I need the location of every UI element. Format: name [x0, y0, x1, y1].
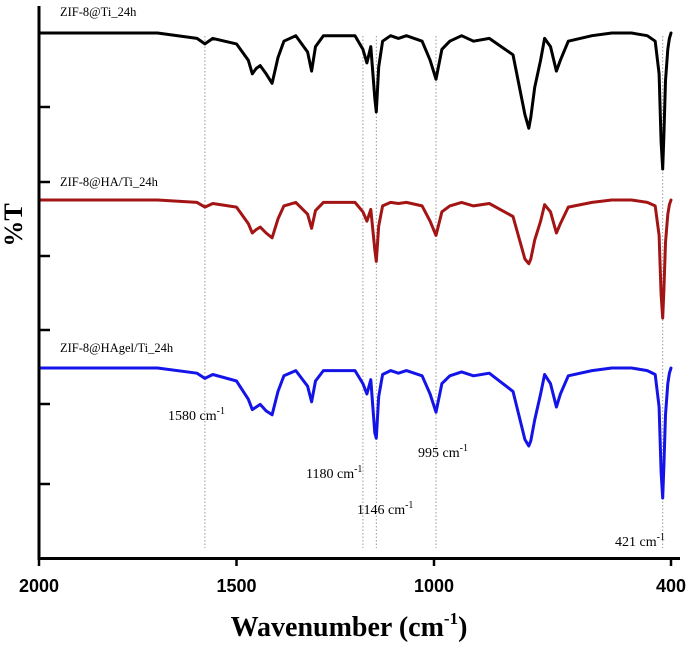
- peak-label-3: 995 cm-1: [418, 443, 468, 461]
- peak-label-0: 1580 cm-1: [168, 406, 225, 424]
- series-labels: ZIF-8@Ti_24h ZIF-8@HA/Ti_24h ZIF-8@HAgel/T…: [60, 5, 174, 355]
- peak-label-base-3: 995 cm: [418, 446, 460, 461]
- series-label-2: ZIF-8@HAgel/Ti_24h: [60, 341, 174, 355]
- peak-label-2: 1146 cm-1: [357, 500, 413, 518]
- x-ticks: 2000 1500 1000 400: [19, 558, 686, 596]
- x-axis-title: Wavenumber (cm-1): [231, 609, 468, 643]
- peak-label-sup-0: -1: [217, 406, 225, 417]
- spectra-series: [37, 31, 673, 500]
- peak-label-4: 421 cm-1: [615, 532, 665, 550]
- x-tick-label-1: 1500: [216, 576, 256, 596]
- series-label-1: ZIF-8@HA/Ti_24h: [60, 175, 159, 189]
- peak-label-base-2: 1146 cm: [357, 503, 405, 518]
- x-axis-title-base: Wavenumber (cm: [231, 612, 444, 643]
- peak-label-1: 1180 cm-1: [306, 464, 362, 482]
- x-axis-title-sup: -1: [444, 609, 458, 628]
- y-ticks: [39, 31, 50, 486]
- peak-label-sup-3: -1: [460, 443, 468, 454]
- peak-label-base-1: 1180 cm: [306, 467, 354, 482]
- y-axis-title: %T: [0, 203, 28, 246]
- series-line-2: [37, 366, 673, 500]
- series-label-0: ZIF-8@Ti_24h: [60, 5, 137, 19]
- peak-label-sup-2: -1: [405, 500, 413, 511]
- peak-label-base-0: 1580 cm: [168, 409, 217, 424]
- x-axis-title-close: ): [458, 612, 467, 643]
- axes: [37, 6, 680, 560]
- series-line-1: [37, 198, 673, 320]
- reference-lines: [204, 36, 664, 548]
- peak-label-sup-1: -1: [354, 464, 362, 475]
- peak-label-base-4: 421 cm: [615, 535, 657, 550]
- x-tick-label-2: 1000: [414, 576, 454, 596]
- series-line-0: [37, 31, 673, 171]
- peak-label-sup-4: -1: [657, 532, 665, 543]
- x-tick-label-0: 2000: [19, 576, 59, 596]
- x-tick-label-3: 400: [656, 576, 686, 596]
